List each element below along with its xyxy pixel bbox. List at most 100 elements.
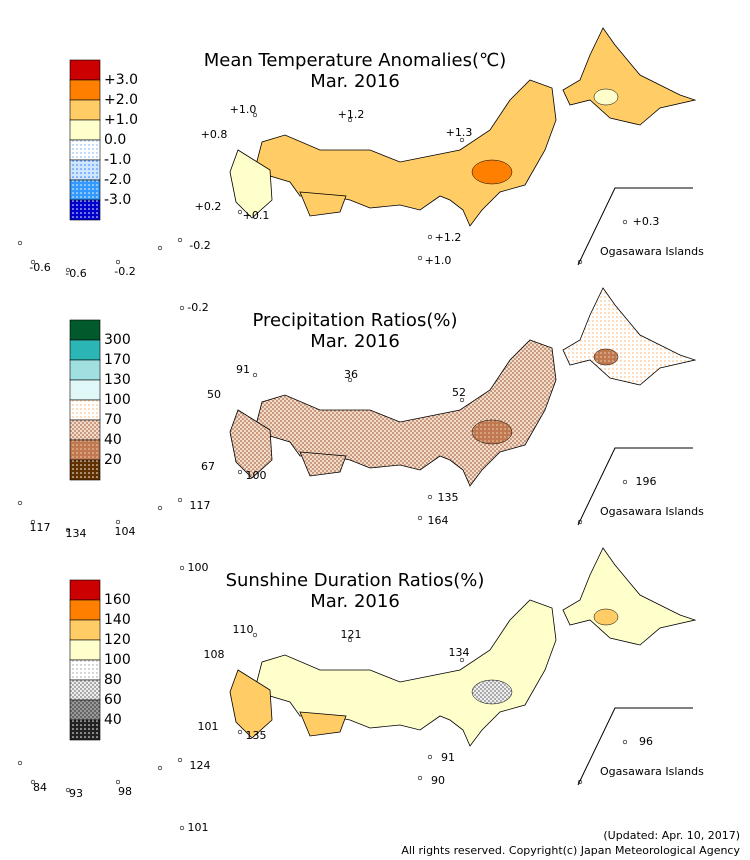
legend-label: 70 — [104, 412, 122, 428]
station-value: 110 — [233, 623, 254, 636]
legend-label: 40 — [104, 712, 122, 728]
island — [30, 779, 36, 785]
legend-swatch — [69, 159, 101, 181]
station-value: 96 — [639, 735, 653, 748]
region-patch — [593, 608, 619, 626]
island — [65, 267, 71, 273]
station-value: +1.3 — [446, 126, 473, 139]
island — [65, 787, 71, 793]
legend-label: 0.0 — [104, 132, 126, 148]
inset-frame — [577, 707, 693, 786]
inset-frame — [577, 187, 693, 266]
station-value: -0.6 — [65, 267, 86, 280]
legend-swatch — [69, 359, 101, 381]
legend-swatch — [69, 99, 101, 121]
legend-label: 80 — [104, 672, 122, 688]
island — [17, 760, 23, 766]
legend-swatch — [69, 579, 101, 601]
map-subtitle: Mar. 2016 — [310, 71, 400, 92]
island — [30, 519, 36, 525]
legend-swatch — [69, 639, 101, 661]
island — [237, 469, 243, 475]
legend-swatch — [69, 379, 101, 401]
kyushu — [229, 409, 273, 479]
legend-label: 60 — [104, 692, 122, 708]
station-value: 164 — [428, 514, 449, 527]
island — [459, 137, 465, 143]
legend-label: -1.0 — [104, 152, 131, 168]
island — [427, 234, 433, 240]
station-value: 52 — [452, 386, 466, 399]
honshu — [255, 599, 557, 747]
island — [237, 209, 243, 215]
map-title: Sunshine Duration Ratios(%) — [226, 570, 485, 591]
station-value: 117 — [30, 521, 51, 534]
island — [252, 112, 258, 118]
map-title: Precipitation Ratios(%) — [253, 310, 458, 331]
station-value: 134 — [449, 646, 470, 659]
region-patch — [471, 679, 513, 705]
map-panel: Sunshine Duration Ratios(%)Mar. 2016 160 1… — [17, 547, 704, 834]
legend-swatch — [69, 139, 101, 161]
map-panel: Mean Temperature Anomalies(℃)Mar. 2016 +3… — [17, 27, 704, 314]
legend-swatch — [69, 659, 101, 681]
map-panel: Precipitation Ratios(%)Mar. 2016 300 170 13… — [17, 287, 704, 574]
legend-label: 130 — [104, 372, 131, 388]
island — [179, 565, 185, 571]
shikoku — [299, 451, 347, 477]
legend-label: -2.0 — [104, 172, 131, 188]
station-value: 135 — [438, 491, 459, 504]
region-patch — [471, 159, 513, 185]
station-value: +0.8 — [201, 128, 228, 141]
honshu — [255, 339, 557, 487]
station-value: -0.6 — [29, 261, 50, 274]
island — [115, 519, 121, 525]
legend-label: 100 — [104, 392, 131, 408]
region-patch — [593, 88, 619, 106]
station-value: 84 — [33, 781, 47, 794]
station-value: 100 — [246, 469, 267, 482]
station-value: 90 — [431, 774, 445, 787]
station-value: 104 — [115, 525, 136, 538]
island — [622, 219, 628, 225]
legend-swatch — [69, 59, 101, 81]
map-title: Mean Temperature Anomalies(℃) — [204, 50, 507, 71]
island — [347, 117, 353, 123]
station-value: -0.2 — [187, 301, 208, 314]
copyright: All rights reserved. Copyright(c) Japan … — [401, 844, 740, 857]
legend-swatch — [69, 679, 101, 701]
inset-label: Ogasawara Islands — [600, 245, 704, 258]
station-value: 124 — [190, 759, 211, 772]
hokkaido — [562, 27, 697, 126]
legend-label: 140 — [104, 612, 131, 628]
legend-swatch — [69, 419, 101, 441]
kyushu — [229, 149, 273, 219]
station-value: 108 — [204, 648, 225, 661]
station-value: 100 — [188, 561, 209, 574]
island — [17, 240, 23, 246]
island — [622, 739, 628, 745]
legend-swatch — [69, 179, 101, 201]
island — [417, 775, 423, 781]
island — [179, 825, 185, 831]
station-value: 91 — [236, 363, 250, 376]
map-subtitle: Mar. 2016 — [310, 591, 400, 612]
legend-swatch — [69, 459, 101, 481]
shikoku — [299, 191, 347, 217]
island — [347, 637, 353, 643]
island — [177, 757, 183, 763]
station-value: 91 — [441, 751, 455, 764]
legend-swatch — [69, 599, 101, 621]
station-value: -0.2 — [114, 265, 135, 278]
legend-label: -3.0 — [104, 192, 131, 208]
island — [347, 377, 353, 383]
station-value: +1.0 — [425, 254, 452, 267]
legend-label: 20 — [104, 452, 122, 468]
legend-label: 40 — [104, 432, 122, 448]
island — [237, 729, 243, 735]
station-value: 121 — [341, 628, 362, 641]
legend-swatch — [69, 319, 101, 341]
island — [417, 515, 423, 521]
island — [65, 527, 71, 533]
island — [157, 765, 163, 771]
